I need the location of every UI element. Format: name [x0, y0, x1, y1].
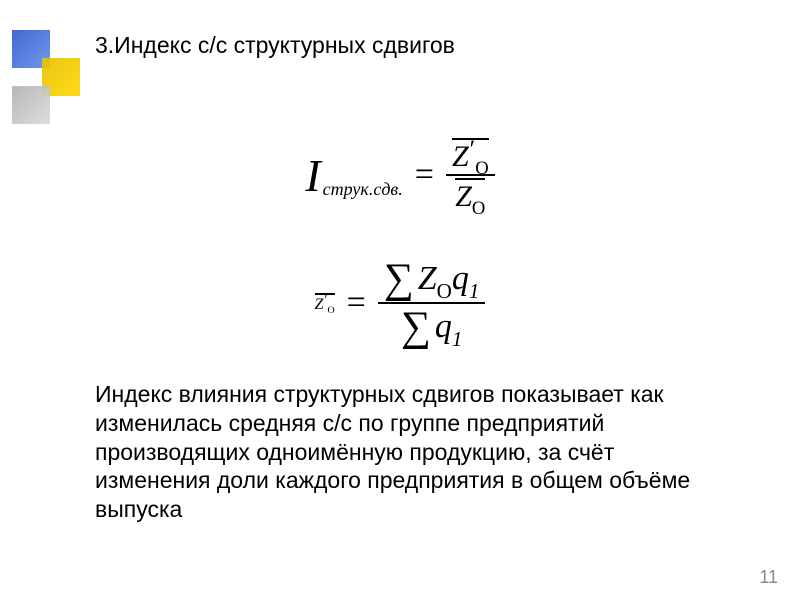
- formula1-num-overbar: Z′О: [452, 138, 489, 172]
- formula1-lhs-main: I: [305, 149, 320, 202]
- formula2-den-q-sub: 1: [452, 327, 463, 351]
- formula2-fraction: ∑ ZОq1 ∑ q1: [378, 256, 486, 350]
- formula2-num-z: Z: [418, 260, 437, 297]
- page-number: 11: [759, 567, 778, 588]
- formula2-lhs-sub: О: [327, 305, 334, 316]
- slide-heading: 3.Индекс с/с структурных сдвигов: [95, 32, 455, 59]
- formula-z-prime: Z′О = ∑ ZОq1 ∑ q1: [0, 245, 800, 360]
- formula1-lhs-sub: струк.сдв.: [323, 179, 403, 200]
- formula2-num-z-sub: О: [437, 279, 452, 303]
- formula1-num-sub: О: [475, 158, 488, 179]
- formula2-num-q: q: [452, 260, 469, 297]
- formula2-num-sigma-icon: ∑: [384, 258, 414, 300]
- formula1-num-var: Z: [452, 140, 469, 173]
- formula1-eq: =: [415, 156, 434, 194]
- formula2-lhs-var: Z: [315, 296, 324, 313]
- decorative-shapes: [0, 30, 85, 125]
- formula1-den-var: Z: [455, 180, 472, 213]
- slide-paragraph: Индекс влияния структурных сдвигов показ…: [95, 380, 735, 524]
- formula2-den-sigma-icon: ∑: [401, 306, 431, 348]
- formula2-num-q-sub: 1: [469, 279, 480, 303]
- formula2-eq: =: [347, 284, 366, 322]
- formula1-den-overbar: ZО: [455, 178, 485, 212]
- formula1-den-sub: О: [472, 198, 485, 219]
- slide: 3.Индекс с/с структурных сдвигов I струк…: [0, 0, 800, 600]
- formula1-fraction: Z′О ZО: [446, 136, 495, 214]
- formula-index: I струк.сдв. = Z′О: [0, 120, 800, 230]
- square-gray-icon: [12, 86, 50, 124]
- formula2-den-q: q: [435, 308, 452, 345]
- formula2-lhs-overbar: Z′О: [315, 293, 335, 313]
